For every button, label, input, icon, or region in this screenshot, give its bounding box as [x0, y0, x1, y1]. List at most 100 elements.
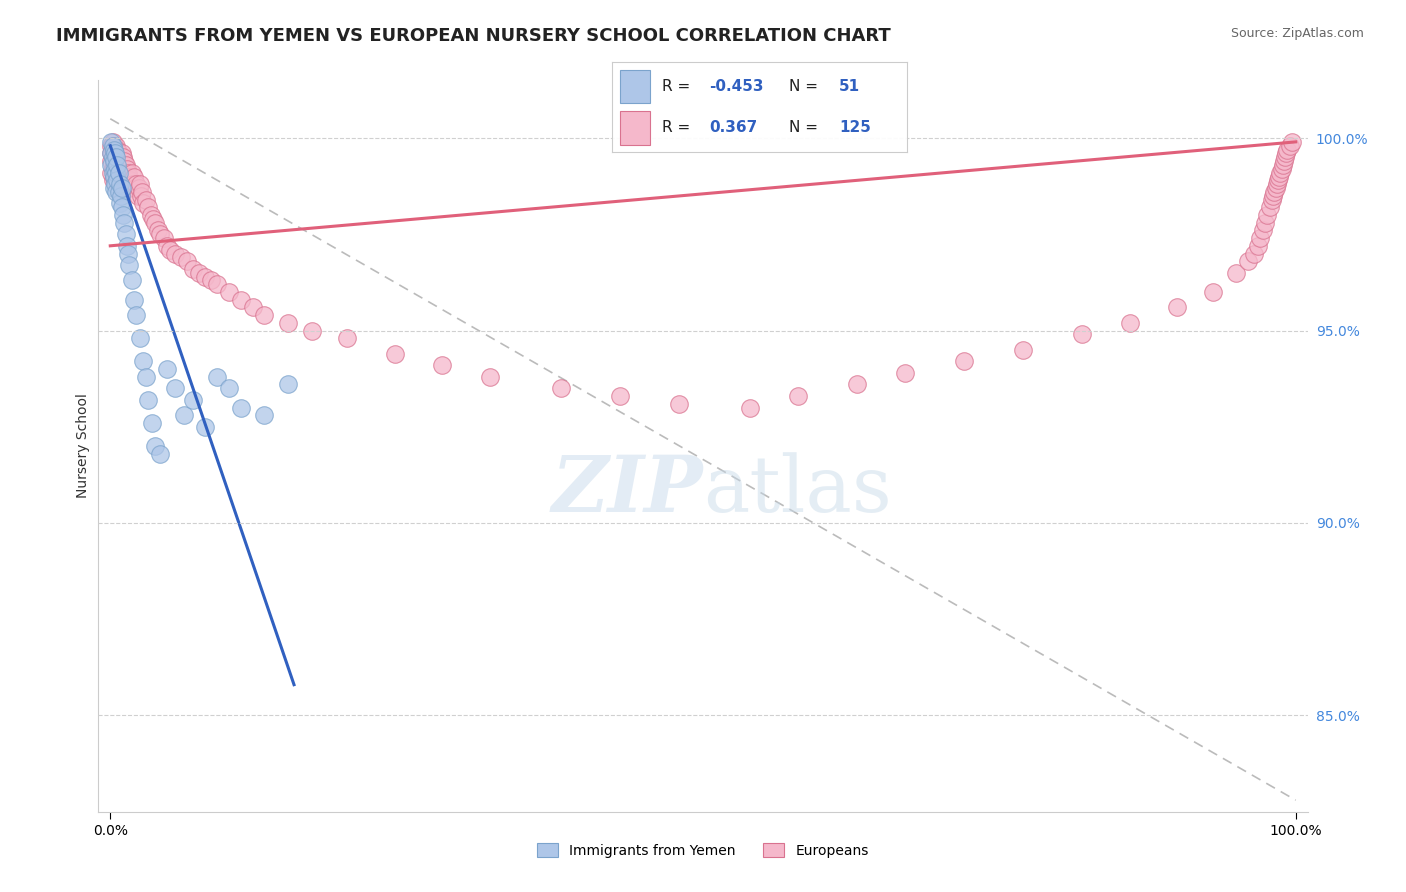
Point [152, 231, 174, 245]
Point [141, 416, 163, 430]
Point [277, 377, 299, 392]
Point [200, 273, 222, 287]
Point [115, 239, 138, 253]
Point [121, 166, 143, 180]
Point [107, 146, 129, 161]
Point [118, 258, 141, 272]
Point [115, 173, 138, 187]
Point [786, 389, 808, 403]
Point [122, 293, 145, 307]
Point [129, 178, 152, 192]
Point [188, 266, 211, 280]
Point [1243, 246, 1265, 260]
Text: 125: 125 [839, 120, 870, 135]
Point [131, 185, 153, 199]
Point [112, 150, 135, 164]
Point [104, 143, 127, 157]
Point [114, 158, 136, 172]
Point [100, 166, 122, 180]
Point [1166, 301, 1188, 315]
Point [101, 150, 124, 164]
Point [1071, 327, 1094, 342]
Point [478, 369, 501, 384]
Point [128, 181, 150, 195]
Point [1265, 178, 1288, 192]
Point [1256, 208, 1278, 222]
Point [107, 185, 129, 199]
Point [104, 161, 127, 176]
Point [118, 169, 141, 184]
Point [117, 246, 139, 260]
Point [1258, 200, 1281, 214]
Point [229, 293, 252, 307]
Text: N =: N = [789, 79, 818, 94]
Point [1277, 143, 1299, 157]
Point [101, 150, 124, 164]
Point [1267, 173, 1289, 187]
Point [104, 150, 127, 164]
Point [1119, 316, 1142, 330]
Point [111, 158, 134, 172]
Point [132, 354, 155, 368]
Bar [620, 70, 650, 103]
Point [1270, 166, 1292, 180]
Point [1247, 239, 1270, 253]
Point [135, 369, 157, 384]
Point [242, 301, 264, 315]
Point [114, 216, 136, 230]
Point [108, 161, 131, 176]
Point [103, 169, 125, 184]
Point [111, 169, 134, 184]
Point [1237, 254, 1260, 268]
Point [110, 154, 132, 169]
Point [117, 178, 139, 192]
Point [103, 169, 125, 184]
Point [105, 138, 128, 153]
Point [181, 392, 204, 407]
Text: R =: R = [662, 79, 690, 94]
Point [122, 169, 145, 184]
Point [114, 227, 136, 242]
Point [1202, 285, 1225, 299]
Point [107, 169, 129, 184]
Point [114, 166, 136, 180]
Point [129, 331, 152, 345]
Point [103, 143, 125, 157]
Point [1249, 231, 1271, 245]
Point [1271, 158, 1294, 172]
Point [143, 439, 166, 453]
Point [1268, 169, 1291, 184]
Point [740, 401, 762, 415]
Point [136, 200, 159, 214]
Point [205, 277, 228, 292]
Text: ZIP: ZIP [551, 451, 703, 528]
Point [105, 166, 128, 180]
Point [110, 188, 132, 202]
Point [146, 223, 169, 237]
Text: IMMIGRANTS FROM YEMEN VS EUROPEAN NURSERY SCHOOL CORRELATION CHART: IMMIGRANTS FROM YEMEN VS EUROPEAN NURSER… [56, 27, 891, 45]
Point [253, 408, 276, 422]
Point [143, 216, 166, 230]
Point [101, 173, 124, 187]
Text: -0.453: -0.453 [709, 79, 763, 94]
Point [104, 161, 127, 176]
Point [124, 181, 146, 195]
Point [121, 273, 143, 287]
Point [253, 308, 276, 322]
Point [142, 211, 165, 226]
Point [121, 178, 143, 192]
Point [100, 146, 122, 161]
Point [101, 161, 124, 176]
Point [127, 188, 149, 202]
Point [103, 154, 125, 169]
Point [105, 185, 128, 199]
Point [100, 154, 122, 169]
Point [132, 196, 155, 211]
Point [117, 166, 139, 180]
Point [1264, 181, 1286, 195]
Point [107, 166, 129, 180]
Point [1272, 154, 1295, 169]
Point [103, 181, 125, 195]
Point [120, 173, 142, 187]
Point [114, 154, 136, 169]
